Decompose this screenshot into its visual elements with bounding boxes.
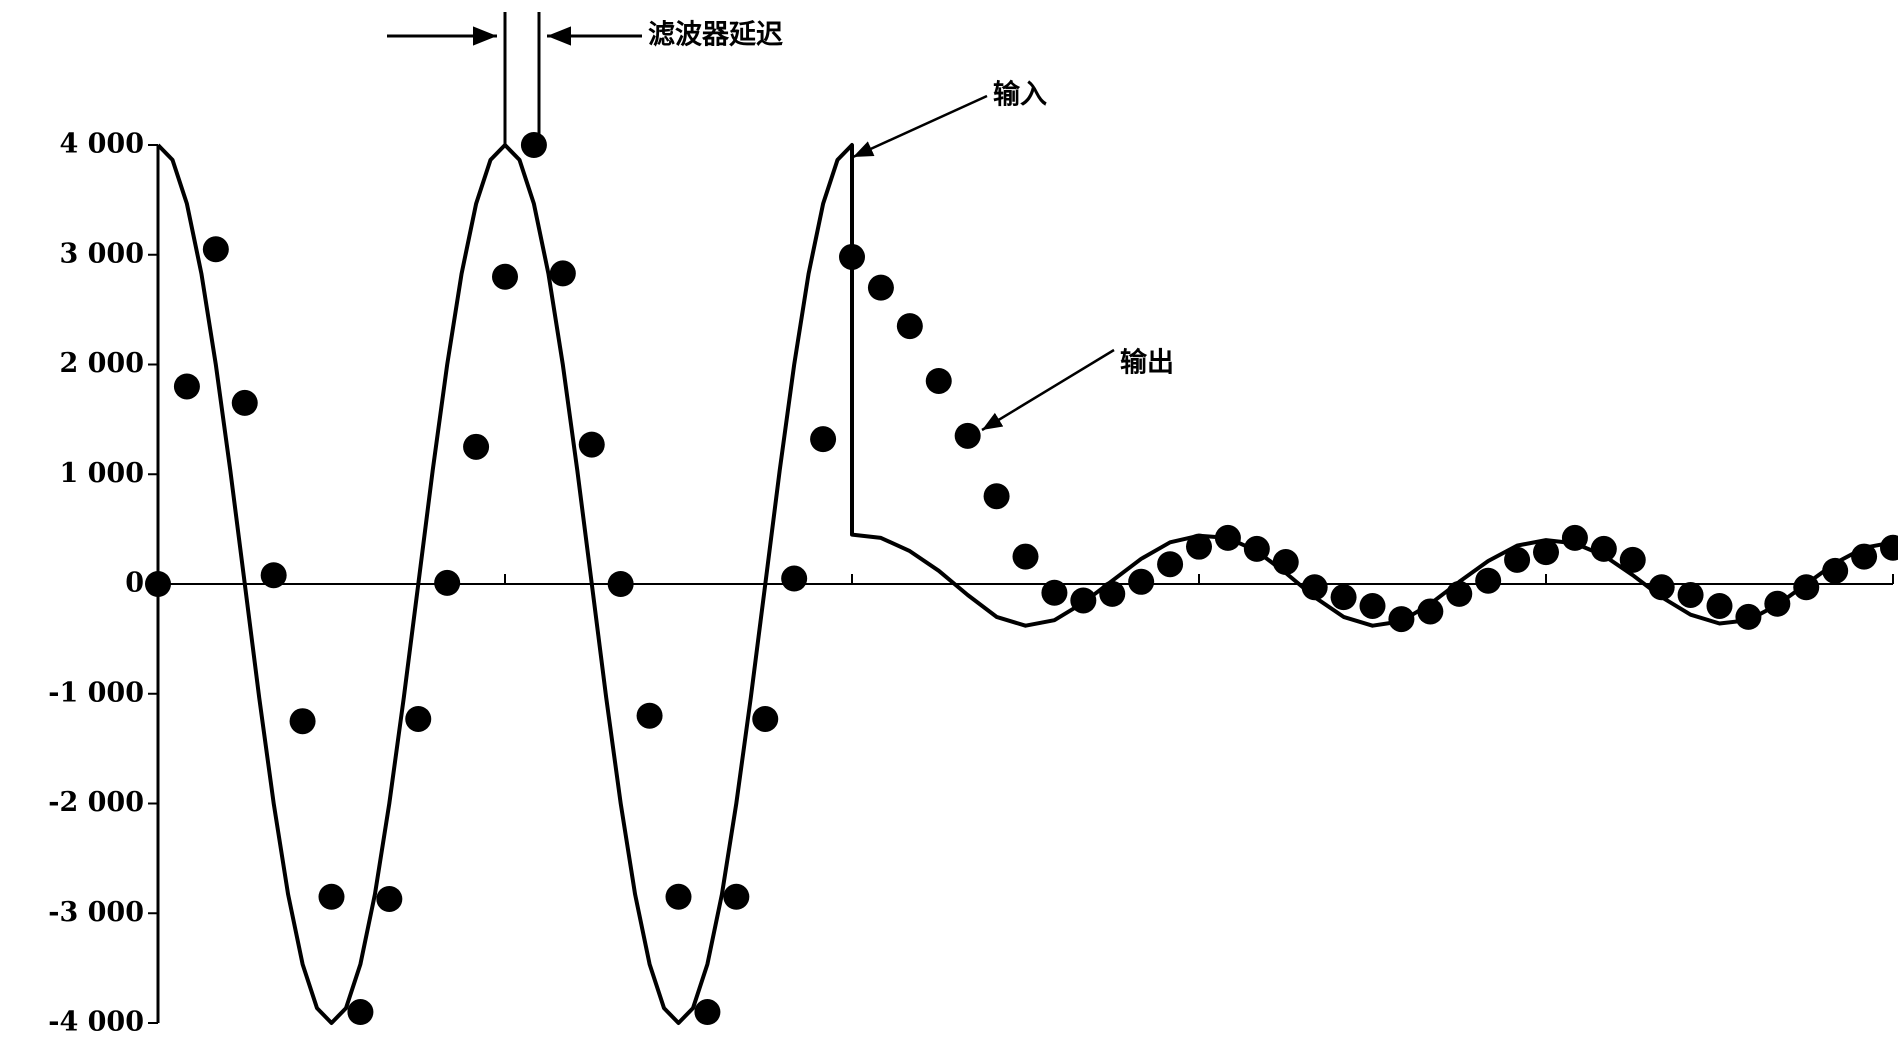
output-dot (549, 260, 576, 287)
output-dot (1388, 606, 1415, 633)
output-dot (260, 562, 287, 589)
output-dot (1619, 546, 1646, 573)
output-dot (1851, 543, 1878, 570)
y-tick-label: -4 000 (48, 1007, 144, 1038)
output-dot (1446, 580, 1473, 607)
y-tick-label: 0 (125, 568, 144, 599)
output-dot (1041, 579, 1068, 606)
output-dot (954, 422, 981, 449)
input-label: 输入 (993, 79, 1047, 111)
output-dot (1475, 567, 1502, 594)
output-label: 输出 (1120, 347, 1174, 379)
output-dot (1822, 557, 1849, 584)
output-dot (1070, 587, 1097, 614)
output-dot (1330, 584, 1357, 611)
output-dot (1706, 592, 1733, 619)
output-dot (434, 569, 461, 596)
output-dot (520, 132, 547, 158)
output-dot (289, 708, 316, 735)
output-dot (1214, 524, 1241, 551)
output-dot (1157, 551, 1184, 578)
output-dot (1186, 533, 1212, 560)
output-dot (1764, 590, 1791, 617)
output-arrow (981, 348, 1115, 432)
output-dot (578, 431, 605, 458)
output-dot (810, 426, 837, 453)
output-dot (839, 243, 865, 270)
output-dot (925, 367, 952, 394)
output-dot (1301, 574, 1328, 601)
delay-bracket (387, 12, 642, 145)
output-dot (1561, 524, 1588, 551)
y-tick-label: 1 000 (59, 458, 144, 489)
output-dot (347, 999, 374, 1026)
output-dot (1099, 580, 1126, 607)
output-dot (694, 999, 721, 1026)
output-dot (1677, 581, 1704, 608)
output-dot (1128, 568, 1155, 595)
output-dot (781, 565, 808, 592)
output-dot (463, 433, 490, 460)
y-tick-label: -3 000 (48, 897, 144, 928)
output-dot (723, 883, 750, 910)
output-dot (1533, 539, 1559, 566)
input-arrow (852, 94, 988, 159)
output-dot (1880, 534, 1898, 561)
output-dot (1272, 549, 1299, 576)
output-dot (492, 263, 518, 290)
output-dot (752, 705, 779, 732)
output-dot (983, 483, 1010, 510)
output-dot (1735, 603, 1762, 630)
y-tick-label: 2 000 (59, 348, 144, 379)
input-line (156, 143, 1894, 1025)
output-dot (202, 236, 229, 263)
delay-label: 滤波器延迟 (648, 20, 783, 51)
output-dot (636, 702, 663, 729)
output-dot (665, 883, 692, 910)
output-dot (405, 705, 432, 732)
output-dot (231, 389, 258, 416)
y-tick-label: -2 000 (48, 787, 144, 818)
output-dot (145, 571, 171, 597)
output-dot (1590, 535, 1617, 562)
output-dot (1648, 574, 1675, 601)
y-tick-label: 4 000 (59, 129, 144, 160)
output-dot (867, 274, 894, 301)
y-tick-label: -1 000 (48, 677, 144, 708)
output-dot (318, 883, 345, 910)
output-dot (1793, 574, 1820, 601)
output-dot (376, 885, 403, 912)
output-dot (607, 571, 634, 597)
output-dot (1504, 546, 1531, 573)
output-dot (1359, 592, 1386, 619)
output-dot (896, 313, 923, 340)
output-dot (1243, 535, 1270, 562)
y-tick-label: 3 000 (59, 238, 144, 269)
output-dot (1012, 543, 1039, 570)
output-dot (1417, 598, 1444, 625)
output-dot (173, 373, 200, 400)
